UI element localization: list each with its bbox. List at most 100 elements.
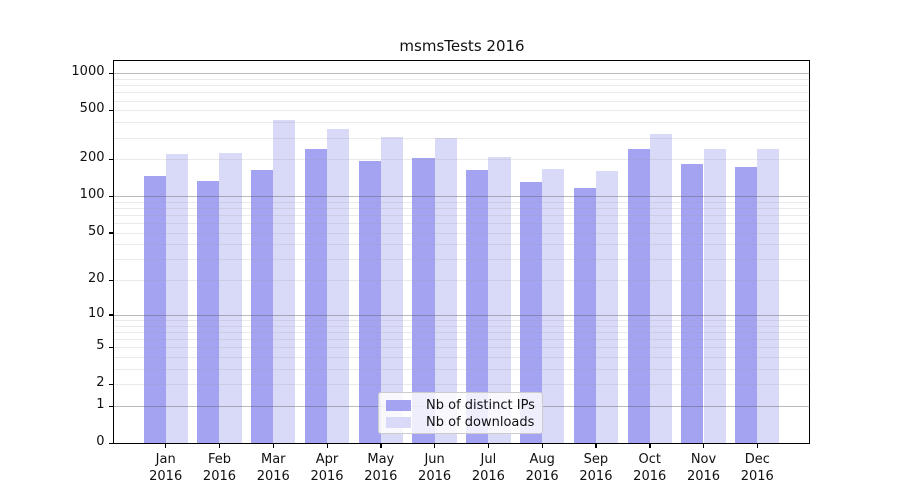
- y-tick-10: [108, 314, 113, 316]
- gridline-80: [113, 207, 810, 209]
- legend-label: Nb of downloads: [426, 415, 535, 430]
- x-tick-label: Mar 2016: [256, 451, 290, 484]
- x-tick-label: Feb 2016: [202, 451, 237, 484]
- x-tick-nov: [703, 443, 705, 448]
- bar-distinct-ips: [681, 164, 704, 444]
- y-tick-label: 5: [96, 338, 105, 354]
- bar-downloads: [380, 136, 403, 444]
- bar-distinct-ips: [466, 169, 489, 444]
- y-tick-200: [108, 158, 113, 161]
- y-tick-2: [108, 383, 113, 386]
- x-tick-mar: [272, 443, 275, 448]
- y-tick-20: [108, 279, 113, 282]
- y-tick-label: 10: [87, 305, 105, 321]
- x-tick-label: Oct 2016: [633, 451, 667, 484]
- x-tick-feb: [218, 443, 221, 448]
- gridline-200: [113, 159, 810, 161]
- chart-title: msmsTests 2016: [399, 37, 525, 55]
- x-tick-sep: [595, 443, 597, 448]
- x-tick-label: Dec 2016: [740, 451, 774, 484]
- bar-downloads: [757, 148, 780, 444]
- y-tick-label: 0: [96, 434, 105, 450]
- gridline-2: [113, 384, 810, 386]
- x-tick-label: Aug 2016: [525, 451, 559, 484]
- bar-distinct-ips: [143, 176, 166, 444]
- gridline-9: [113, 320, 810, 321]
- gridline-4: [113, 357, 810, 359]
- bar-distinct-ips: [519, 182, 543, 444]
- bar-distinct-ips: [304, 148, 328, 444]
- gridline-8: [113, 325, 810, 327]
- gridline-700: [113, 92, 810, 94]
- bar-downloads: [595, 170, 619, 444]
- bar-distinct-ips: [573, 188, 596, 444]
- y-tick-0: [108, 442, 113, 445]
- y-tick-label: 1: [96, 397, 105, 413]
- legend-swatch-distinct-ips: [386, 400, 411, 411]
- x-tick-may: [380, 443, 382, 448]
- bar-downloads: [542, 168, 565, 444]
- y-tick-label: 200: [79, 150, 105, 166]
- x-tick-label: Apr 2016: [310, 451, 344, 484]
- x-tick-label: May 2016: [364, 451, 398, 484]
- bar-downloads: [703, 149, 726, 444]
- bar-downloads: [219, 153, 242, 444]
- gridline-70: [113, 215, 810, 217]
- gridline-300: [113, 137, 810, 139]
- gridline-800: [113, 85, 810, 87]
- x-tick-jun: [434, 443, 436, 448]
- x-tick-apr: [326, 443, 328, 448]
- gridline-3: [113, 369, 810, 371]
- y-tick-label: 2: [96, 375, 105, 391]
- x-tick-label: Nov 2016: [686, 451, 721, 484]
- x-tick-jul: [487, 443, 490, 448]
- legend-label: Nb of distinct IPs: [426, 398, 535, 413]
- y-tick-1000: [108, 72, 113, 75]
- gridline-30: [113, 259, 810, 261]
- x-tick-label: Sep 2016: [579, 451, 613, 484]
- y-tick-label: 50: [87, 223, 105, 239]
- bar-downloads: [165, 154, 188, 444]
- bar-distinct-ips: [412, 158, 435, 444]
- gridline-900: [113, 78, 810, 80]
- bar-downloads: [273, 119, 296, 444]
- bar-distinct-ips: [735, 166, 758, 444]
- bar-distinct-ips: [627, 148, 650, 444]
- y-tick-label: 100: [79, 187, 105, 203]
- gridline-500: [113, 110, 810, 112]
- bar-distinct-ips: [251, 170, 274, 444]
- y-tick-500: [108, 109, 113, 112]
- gridline-10: [113, 314, 810, 316]
- bar-downloads: [434, 138, 457, 444]
- x-tick-oct: [649, 443, 651, 448]
- gridline-60: [113, 223, 810, 225]
- gridline-600: [113, 100, 810, 102]
- gridline-5: [113, 347, 810, 349]
- gridline-6: [113, 339, 810, 341]
- gridline-40: [113, 244, 810, 246]
- legend-item-distinct-ips: Nb of distinct IPs: [386, 397, 535, 414]
- x-tick-label: Jun 2016: [418, 451, 452, 484]
- x-tick-jan: [165, 443, 167, 448]
- gridline-100: [113, 196, 810, 198]
- gridline-90: [113, 201, 810, 203]
- legend-swatch-downloads: [386, 417, 411, 428]
- y-tick-50: [108, 232, 113, 234]
- bar-downloads: [649, 134, 672, 444]
- gridline-20: [113, 280, 810, 282]
- gridline-7: [113, 331, 810, 333]
- bar-downloads: [488, 156, 511, 444]
- bar-distinct-ips: [197, 180, 220, 444]
- y-tick-5: [108, 346, 113, 349]
- x-tick-dec: [756, 443, 759, 448]
- y-tick-label: 500: [79, 101, 105, 117]
- legend: Nb of distinct IPs Nb of downloads: [378, 392, 543, 434]
- bar-distinct-ips: [358, 160, 381, 444]
- legend-item-downloads: Nb of downloads: [386, 414, 535, 431]
- x-tick-label: Jul 2016: [471, 451, 505, 484]
- y-tick-1: [108, 405, 113, 407]
- y-tick-100: [108, 195, 113, 197]
- y-tick-label: 1000: [71, 64, 105, 80]
- gridline-50: [113, 232, 810, 234]
